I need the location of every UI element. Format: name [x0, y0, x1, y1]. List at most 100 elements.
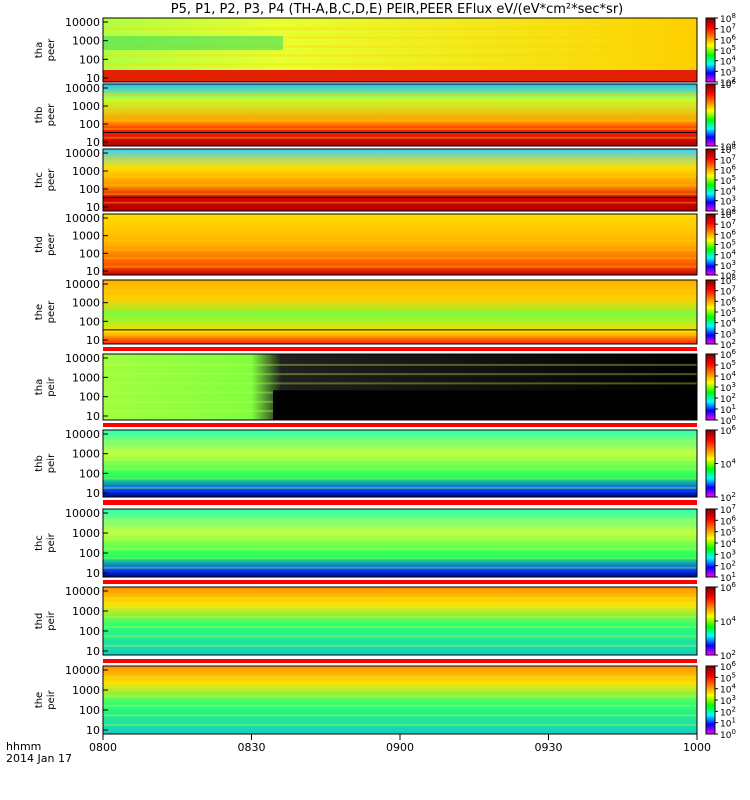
spectrogram-thb-peir — [103, 430, 697, 497]
y-label-bottom: peer — [46, 232, 57, 256]
spectrogram-texture — [103, 101, 697, 104]
spectrogram-texture — [103, 316, 697, 319]
x-label-date: 2014 Jan 17 — [6, 752, 72, 765]
spectrogram-texture — [103, 519, 697, 522]
spectrogram-texture — [103, 644, 697, 647]
y-tick-label: 10 — [86, 487, 100, 500]
y-tick-label: 10000 — [65, 507, 100, 520]
y-tick-label: 10000 — [65, 212, 100, 225]
spectrogram-texture — [103, 110, 697, 113]
spectrogram-texture — [103, 193, 697, 196]
y-tick-label: 1000 — [72, 165, 100, 178]
spectrogram-texture — [103, 373, 697, 376]
y-tick-label: 10 — [86, 410, 100, 423]
colorbar-tha-peer — [705, 17, 716, 83]
y-tick-label: 100 — [79, 183, 100, 196]
spectrogram-texture — [103, 240, 697, 243]
spectrogram-texture — [103, 477, 697, 480]
y-tick-label: 100 — [79, 53, 100, 66]
panel-frame — [102, 148, 698, 212]
y-tick-label: 10 — [86, 567, 100, 580]
y-label-bottom: peer — [46, 38, 57, 62]
y-tick-label: 10000 — [65, 16, 100, 29]
spectrogram-texture — [103, 597, 697, 600]
spectrogram-texture — [103, 201, 697, 204]
y-label-bottom: peir — [46, 532, 57, 552]
y-label-top: thd — [34, 613, 45, 630]
spectrogram-texture — [103, 606, 697, 609]
colorbar-thd-peer — [705, 213, 716, 276]
spectrogram-texture — [103, 128, 697, 131]
y-label-top: tha — [34, 379, 45, 395]
separator-band — [103, 659, 697, 663]
panel-frame — [102, 213, 698, 276]
spectrogram-texture — [103, 298, 697, 301]
spectrogram-texture — [103, 231, 697, 234]
spectrogram-texture — [103, 547, 697, 550]
y-tick-label: 10000 — [65, 278, 100, 291]
spectrogram-texture — [103, 307, 697, 310]
x-tick-label: 0800 — [89, 741, 117, 754]
colorbar-the-peer — [705, 279, 716, 345]
spectrogram-texture — [103, 685, 697, 688]
y-tick-label: 10 — [86, 334, 100, 347]
separator-band — [103, 500, 697, 505]
y-label-bottom: peir — [46, 376, 57, 396]
spectrogram-texture — [103, 166, 697, 169]
y-tick-label: 100 — [79, 391, 100, 404]
spectrogram-texture — [103, 248, 697, 251]
y-tick-label: 10000 — [65, 82, 100, 95]
y-tick-label: 10000 — [65, 428, 100, 441]
low-energy-band — [103, 70, 697, 82]
separator-band — [103, 347, 697, 351]
spectrogram-thd-peer — [103, 214, 697, 275]
spectrogram-texture — [103, 45, 697, 48]
y-label-bottom: peer — [46, 168, 57, 192]
panel-frame — [102, 83, 698, 147]
separator-band — [103, 423, 697, 427]
spectrogram-thc-peir — [103, 509, 697, 577]
spectrogram-texture — [103, 158, 697, 161]
spectrogram-texture — [103, 325, 697, 328]
spectrogram-texture — [103, 468, 697, 471]
colorbar-tick-label: 104 — [720, 615, 736, 628]
y-label-top: the — [34, 692, 45, 708]
spectrogram-thc-peer — [103, 149, 697, 211]
spectrogram-texture — [103, 440, 697, 443]
spectrogram-texture — [103, 119, 697, 122]
spectrogram-the-peir — [103, 666, 697, 734]
x-label-hhmm: hhmm — [6, 740, 41, 753]
y-tick-label: 1000 — [72, 35, 100, 48]
spectrogram-texture — [103, 63, 697, 66]
y-label-top: the — [34, 304, 45, 320]
colorbar-thb-peir — [705, 429, 716, 498]
early-feature — [103, 36, 283, 50]
panel-frame — [102, 586, 698, 656]
y-label-top: thb — [34, 107, 45, 124]
y-tick-label: 100 — [79, 467, 100, 480]
spectrogram-texture — [103, 93, 697, 96]
y-label-top: tha — [34, 42, 45, 58]
spectrogram-texture — [103, 635, 697, 638]
separator-band — [103, 580, 697, 584]
colorbar-thc-peer — [705, 148, 716, 212]
y-tick-label: 100 — [79, 625, 100, 638]
spectrogram-texture — [103, 257, 697, 260]
spectrogram-texture — [103, 557, 697, 560]
spectrogram-texture — [103, 695, 697, 698]
spectrogram-texture — [103, 625, 697, 628]
spectrogram-texture — [103, 538, 697, 541]
y-tick-label: 10 — [86, 645, 100, 658]
y-tick-label: 10 — [86, 724, 100, 737]
x-tick-label: 0930 — [535, 741, 563, 754]
spectrogram-thb-peer — [103, 84, 697, 146]
spectrogram-texture — [103, 528, 697, 531]
y-tick-label: 1000 — [72, 297, 100, 310]
spectrogram-texture — [103, 616, 697, 619]
y-label-bottom: peer — [46, 103, 57, 127]
y-label-bottom: peer — [46, 300, 57, 324]
x-tick-label: 1000 — [683, 741, 711, 754]
spectrogram-thd-peir — [103, 587, 697, 655]
y-label-top: thb — [34, 455, 45, 472]
